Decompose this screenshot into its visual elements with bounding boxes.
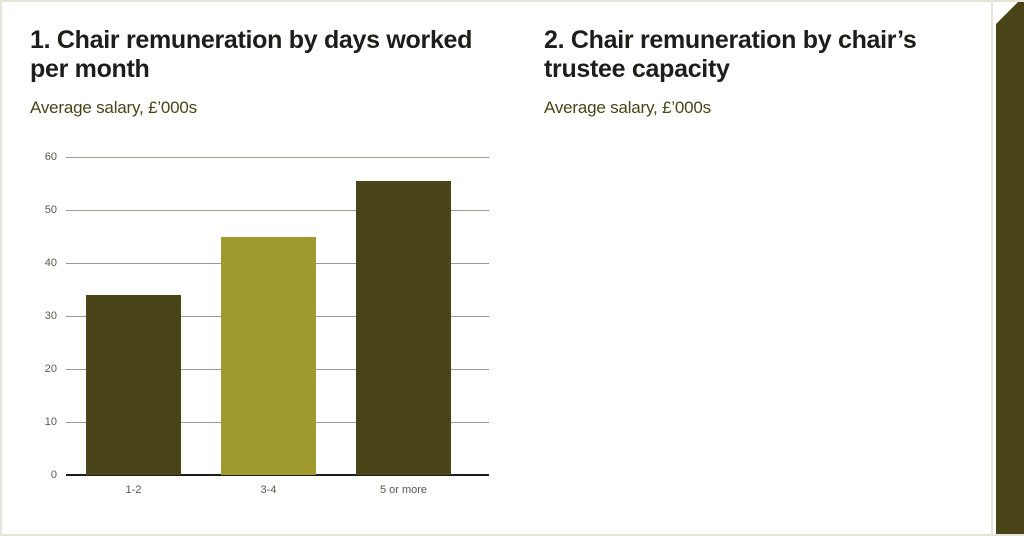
chart-panel-1: 1. Chair remuneration by days worked per… bbox=[16, 2, 516, 534]
spine-inner-edge bbox=[993, 2, 996, 534]
gridline bbox=[66, 157, 489, 158]
chart-1-plot-area: 0 10 20 30 40 50 60 1-2 3-4 5 or more bbox=[45, 151, 489, 496]
bar bbox=[221, 236, 316, 475]
bar bbox=[86, 294, 181, 475]
x-axis-baseline bbox=[66, 474, 489, 476]
x-axis-tick-label: 5 or more bbox=[379, 484, 428, 496]
y-axis-tick-label: 50 bbox=[44, 204, 57, 216]
chart-1-subtitle: Average salary, £’000s bbox=[30, 98, 197, 117]
gridline bbox=[66, 210, 489, 211]
chart-panel-2: 2. Chair remuneration by chair’s trustee… bbox=[530, 2, 992, 534]
y-axis-tick-label: 40 bbox=[44, 257, 57, 269]
page-spine-decoration bbox=[996, 2, 1024, 534]
x-axis-tick-label: 3-4 bbox=[260, 484, 277, 496]
chart-2-subtitle: Average salary, £’000s bbox=[544, 98, 711, 117]
chart-2-title: 2. Chair remuneration by chair’s trustee… bbox=[544, 26, 917, 83]
chart-1-title: 1. Chair remuneration by days worked per… bbox=[30, 26, 473, 83]
x-axis-tick-label: 1-2 bbox=[125, 484, 142, 496]
bar bbox=[356, 180, 451, 475]
y-axis-tick-label: 0 bbox=[50, 469, 57, 481]
y-axis-tick-label: 30 bbox=[44, 310, 57, 322]
charts-container: 1. Chair remuneration by days worked per… bbox=[2, 2, 992, 534]
y-axis-tick-label: 10 bbox=[44, 416, 57, 428]
y-axis-tick-label: 20 bbox=[44, 363, 57, 375]
y-axis-tick-label: 60 bbox=[44, 151, 57, 163]
spine-hairline bbox=[991, 2, 993, 534]
